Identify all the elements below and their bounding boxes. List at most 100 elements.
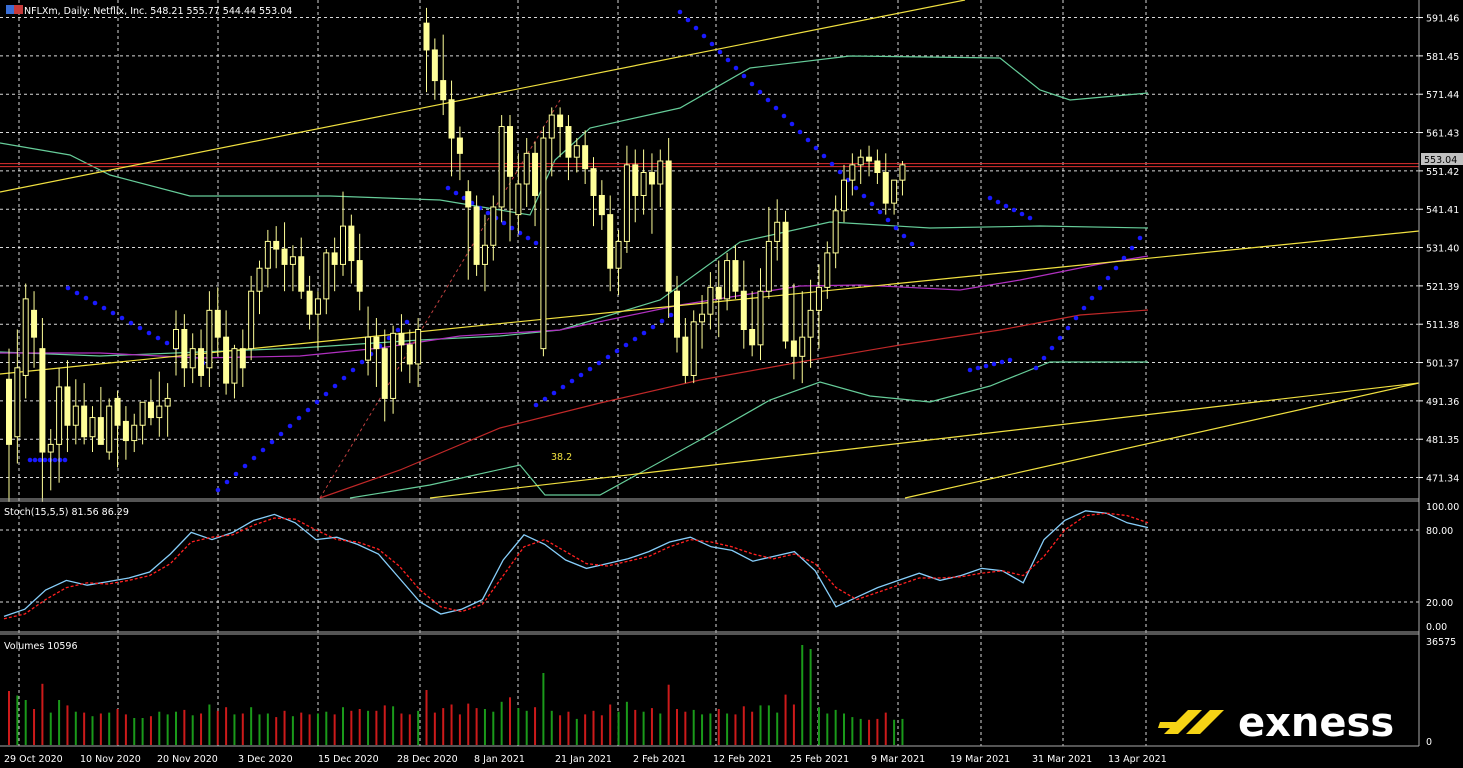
sar-dot [278, 431, 284, 437]
sar-dot [74, 290, 80, 296]
sar-dot [709, 41, 715, 47]
sar-dot [65, 285, 71, 291]
candle-body [314, 298, 321, 315]
candle-body [448, 99, 455, 139]
sar-dot [509, 225, 515, 231]
price-axis-label: 501.37 [1426, 359, 1459, 370]
sar-dot [323, 391, 329, 397]
sar-dot [569, 378, 575, 384]
sar-dot [242, 463, 248, 469]
sar-dot [27, 457, 33, 463]
candle-body [89, 417, 96, 438]
date-axis-label: 12 Feb 2021 [713, 754, 772, 765]
candle-body [590, 168, 597, 196]
sar-dot [445, 185, 451, 191]
candle-body [523, 152, 530, 185]
sar-dot [1027, 215, 1033, 221]
sar-dot [853, 185, 859, 191]
sar-dot [1057, 335, 1063, 341]
sar-dot [869, 201, 875, 207]
price-axis-label: 591.46 [1426, 14, 1459, 25]
candle-body [264, 240, 271, 269]
candle-body [256, 267, 263, 292]
channel-line [429, 382, 1420, 499]
sar-dot [137, 325, 143, 331]
stochastic-panel [3, 510, 1149, 620]
sar-dot [485, 210, 491, 216]
date-axis-label: 3 Dec 2020 [238, 754, 293, 765]
sar-dot [233, 471, 239, 477]
candle-body [640, 171, 647, 196]
candle-body [465, 191, 472, 208]
sar-dot [717, 49, 723, 55]
sar-dot [551, 390, 557, 396]
price-axis-label: 471.34 [1426, 474, 1459, 485]
sar-dot [1121, 255, 1127, 261]
sar-dot [614, 348, 620, 354]
candle-body [97, 417, 104, 445]
sar-dot [341, 375, 347, 381]
stoch-axis-label: 100.00 [1426, 502, 1459, 513]
candle-body [507, 126, 513, 177]
candle-body [707, 286, 714, 315]
candle-body [607, 214, 614, 269]
sar-dot [1065, 325, 1071, 331]
candle-body [532, 152, 539, 196]
sar-dot [861, 193, 867, 199]
candle-body [306, 290, 313, 315]
logo-text: exness [1238, 700, 1395, 746]
sar-dot [395, 327, 401, 333]
price-tag-box [1421, 153, 1463, 165]
candle-body [122, 420, 129, 442]
sar-dot [164, 340, 170, 346]
sar-dot [789, 121, 795, 127]
channel-line [0, 0, 966, 193]
candle-body [47, 443, 54, 453]
sar-dot [525, 235, 531, 241]
candle-body [6, 378, 12, 445]
sar-dot [215, 487, 221, 493]
price-axis-label: 581.45 [1426, 52, 1459, 63]
candle-body [289, 256, 296, 265]
sar-dot [92, 300, 98, 306]
candle-body [248, 290, 255, 350]
sar-dot [733, 65, 739, 71]
date-axis-label: 13 Apr 2021 [1108, 754, 1167, 765]
sar-dot [605, 354, 611, 360]
sar-dot [269, 439, 275, 445]
sar-dot [1007, 357, 1013, 363]
sar-dot [1089, 295, 1095, 301]
candle-body [874, 160, 881, 173]
sar-dot [693, 25, 699, 31]
candle-body [390, 332, 397, 399]
sar-dot [805, 137, 811, 143]
candle-body [147, 401, 154, 419]
sar-dot [877, 209, 883, 215]
sar-dot [821, 153, 827, 159]
sar-dot [983, 363, 989, 369]
bollinger-bands [0, 55, 1149, 499]
sar-dot [128, 320, 134, 326]
price-axis: 591.46 581.45 571.44 561.43 551.42 541.41 531.… [1419, 14, 1459, 748]
sar-dot [560, 384, 566, 390]
candle-body [498, 126, 505, 208]
panel-frames [0, 0, 1420, 747]
sar-dot [1097, 285, 1103, 291]
stoch-axis-label: 0.00 [1426, 622, 1447, 633]
candle-body [131, 424, 138, 442]
candle-body [540, 137, 547, 350]
candle-body [431, 49, 438, 82]
sar-dot [1003, 203, 1009, 209]
sar-dot [596, 360, 602, 366]
candle-body [223, 336, 230, 384]
candle-body [740, 290, 747, 331]
current-price-tag: 553.04 [1421, 153, 1463, 166]
candle-body [749, 329, 756, 346]
price-axis-label: 531.40 [1426, 244, 1459, 255]
sar-dot [632, 336, 638, 342]
sar-dot [995, 199, 1001, 205]
sar-dot [1129, 245, 1135, 251]
candle-body [331, 252, 338, 265]
date-axis-label: 25 Feb 2021 [790, 754, 849, 765]
